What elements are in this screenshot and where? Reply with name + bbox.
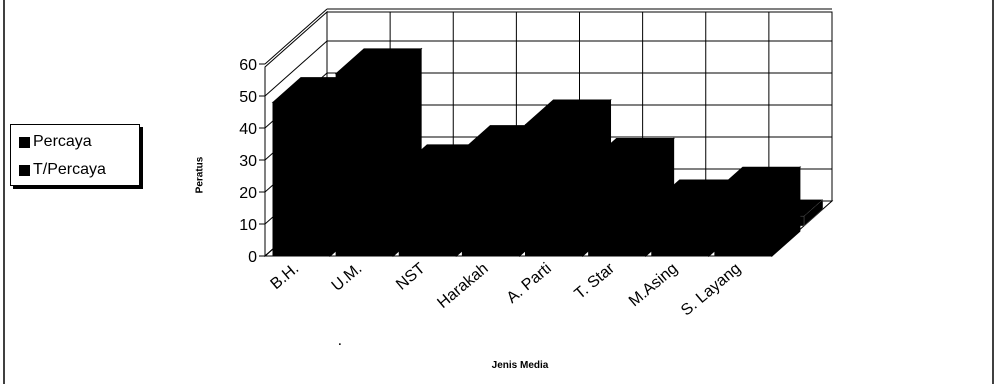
x-tick-label: Harakah — [434, 260, 491, 312]
legend-item-tpercaya: T/Percaya — [19, 161, 106, 179]
annotation-text: . — [338, 332, 342, 349]
y-tick-label: 20 — [239, 185, 257, 202]
y-axis-label: Peratus — [194, 156, 206, 194]
legend: Percaya T/Percaya — [10, 124, 140, 186]
y-tick-label: 60 — [239, 57, 257, 74]
y-tick-label: 10 — [239, 217, 257, 234]
bar-percaya — [272, 101, 331, 257]
y-tick-label: 50 — [239, 89, 257, 106]
bar-percaya — [651, 204, 710, 257]
bar-percaya — [525, 124, 584, 257]
x-axis-label: Jenis Media — [491, 360, 549, 371]
x-tick-label: A. Parti — [504, 260, 555, 307]
x-tick-label: M.Asing — [626, 260, 681, 310]
y-tick-label: 30 — [239, 153, 257, 170]
bar-percaya — [588, 162, 647, 257]
bar-percaya — [398, 169, 457, 257]
gridline-side — [264, 8, 328, 65]
x-tick-label: U.M. — [329, 260, 366, 295]
x-tick-label: B.H. — [268, 260, 303, 293]
bar-percaya-side — [771, 166, 801, 258]
legend-swatch-percaya — [19, 136, 30, 148]
x-tick-label: NST — [393, 260, 429, 294]
legend-swatch-tpercaya — [19, 164, 30, 176]
y-tick-label: 0 — [248, 249, 257, 266]
x-tick-label: T. Star — [572, 260, 619, 303]
legend-label-percaya: Percaya — [33, 133, 92, 150]
bar-tpercaya — [803, 199, 823, 227]
legend-label-tpercaya: T/Percaya — [33, 161, 106, 178]
bar-percaya — [461, 149, 520, 257]
y-tick-label: 40 — [239, 121, 257, 138]
gridline-side — [264, 40, 328, 97]
bar-percaya — [714, 191, 773, 257]
bar-percaya — [335, 73, 394, 257]
x-tick-label: S. Layang — [678, 260, 744, 319]
legend-item-percaya: Percaya — [19, 133, 92, 151]
